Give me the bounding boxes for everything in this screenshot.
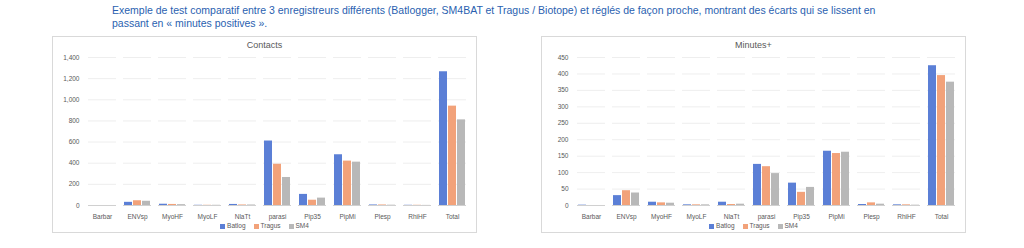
svg-text:ENVsp: ENVsp [616,213,637,221]
svg-text:MyoHF: MyoHF [162,213,183,221]
svg-text:150: 150 [558,152,569,159]
svg-text:1,400: 1,400 [63,54,80,61]
svg-text:Barbar: Barbar [93,213,113,220]
html-text:Batlog: Batlog [227,222,246,229]
svg-text:400: 400 [69,159,80,166]
svg-text:350: 350 [558,86,569,93]
svg-text:PipMi: PipMi [339,213,355,221]
svg-text:Total: Total [446,213,460,220]
svg-text:PipMi: PipMi [828,213,844,221]
svg-text:450: 450 [558,54,569,61]
svg-text:250: 250 [558,119,569,126]
svg-text:300: 300 [558,103,569,110]
svg-text:0: 0 [565,202,569,209]
svg-text:MyoLF: MyoLF [687,213,707,221]
svg-text:ENVsp: ENVsp [127,213,148,221]
svg-text:MyoLF: MyoLF [198,213,218,221]
svg-text:Barbar: Barbar [582,213,602,220]
svg-text:Total: Total [935,213,949,220]
svg-text:NlaTt: NlaTt [235,213,251,220]
svg-text:200: 200 [69,180,80,187]
svg-text:400: 400 [558,70,569,77]
svg-text:parasi: parasi [758,213,776,221]
html-text:Tragus: Tragus [260,222,281,229]
html-text:SM4: SM4 [784,222,798,229]
html-text:Batlog: Batlog [716,222,735,229]
html-text:SM4: SM4 [295,222,309,229]
svg-text:50: 50 [561,185,569,192]
svg-text:1,000: 1,000 [63,96,80,103]
html-text:Contacts: Contacts [246,40,283,50]
svg-text:600: 600 [69,138,80,145]
svg-text:RhiHF: RhiHF [408,213,426,220]
svg-text:1,200: 1,200 [63,75,80,82]
svg-text:100: 100 [558,169,569,176]
html-text:Exemple de test comparatif ent: Exemple de test comparatif entre 3 enreg… [112,4,876,29]
html-text:Minutes+: Minutes+ [735,40,772,50]
svg-text:800: 800 [69,117,80,124]
svg-text:Plesp: Plesp [863,213,880,221]
svg-text:Pip35: Pip35 [793,213,810,221]
html-text:Tragus: Tragus [749,222,770,229]
svg-text:200: 200 [558,136,569,143]
svg-text:NlaTt: NlaTt [724,213,740,220]
svg-text:parasi: parasi [269,213,287,221]
svg-text:MyoHF: MyoHF [651,213,672,221]
svg-text:RhiHF: RhiHF [897,213,915,220]
svg-text:Plesp: Plesp [374,213,391,221]
svg-text:Pip35: Pip35 [304,213,321,221]
svg-text:0: 0 [76,202,80,209]
